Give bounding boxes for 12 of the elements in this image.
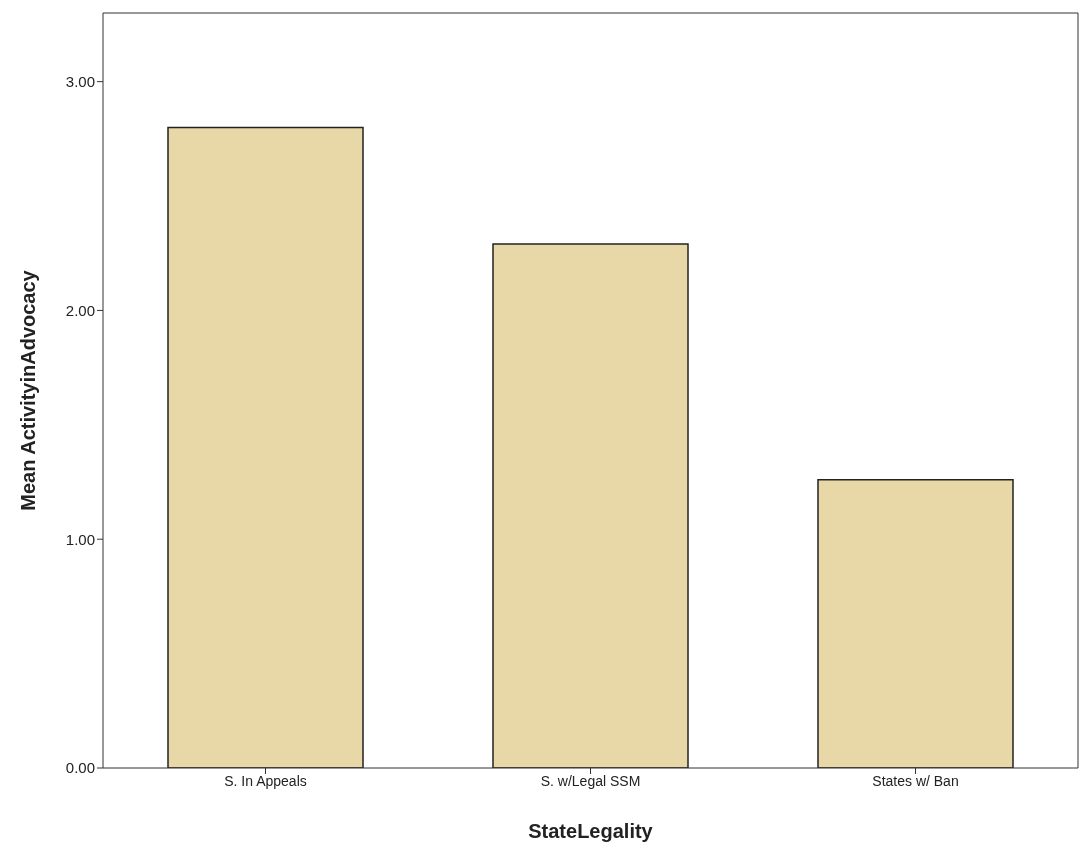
y-tick-label: 2.00 [65,301,95,319]
y-tick-label: 0.00 [65,759,95,777]
x-tick-label: States w/ Ban [872,772,959,789]
x-tick-label: S. w/Legal SSM [540,772,641,789]
y-tick-label: 3.00 [65,72,95,90]
x-axis-title: StateLegality [528,820,654,842]
y-tick-label: 1.00 [65,530,95,548]
bar [167,126,364,768]
bar [492,243,689,768]
x-tick-label: S. In Appeals [224,772,307,789]
bar [817,478,1014,768]
y-axis-title: Mean ActivityinAdvocacy [17,269,40,511]
